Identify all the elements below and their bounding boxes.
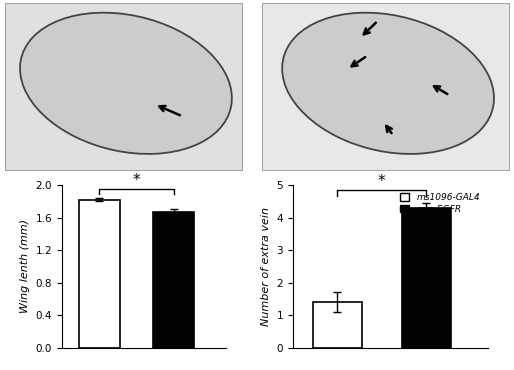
Bar [402, 208, 451, 348]
Bar [79, 200, 120, 348]
Bar [313, 302, 362, 348]
FancyBboxPatch shape [5, 3, 242, 170]
Ellipse shape [20, 13, 232, 154]
Text: *: * [378, 174, 386, 189]
Ellipse shape [282, 13, 494, 154]
Bar [153, 212, 194, 348]
Text: *: * [133, 173, 140, 188]
FancyBboxPatch shape [262, 3, 509, 170]
Legend: ms1096-GAL4, ms>EGFR: ms1096-GAL4, ms>EGFR [397, 189, 484, 218]
Y-axis label: Wing lenth (mm): Wing lenth (mm) [20, 219, 30, 313]
Y-axis label: Number of extra vein: Number of extra vein [261, 207, 271, 326]
